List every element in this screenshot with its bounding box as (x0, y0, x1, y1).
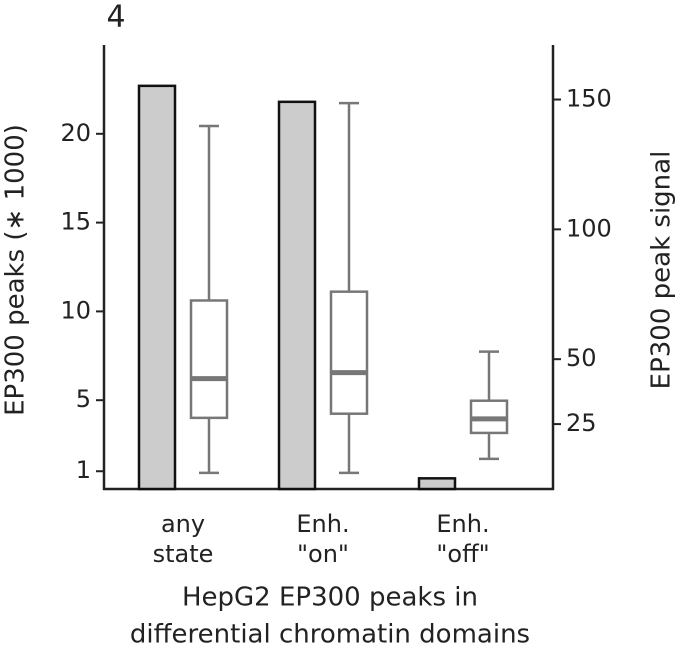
bar (277, 100, 317, 491)
y-tick-label: 20 (60, 119, 91, 147)
y2-axis-label: EP300 peak signal (647, 151, 677, 390)
y-tick-label: 15 (60, 208, 91, 236)
y-tick-label: 5 (76, 385, 91, 413)
x-tick-label: Enh. "off" (436, 510, 489, 568)
bar (417, 477, 457, 491)
x-tick-label: any state (153, 510, 214, 568)
y2-tick-label: 25 (566, 409, 597, 437)
y-tick-label: 1 (76, 456, 91, 484)
y2-tick-label: 150 (566, 85, 612, 113)
y2-tick-label: 100 (566, 214, 612, 242)
y2-tick-label: 50 (566, 344, 597, 372)
x-axis-label: HepG2 EP300 peaks in (182, 583, 478, 613)
y-axis-label: EP300 peaks (∗ 1000) (1, 124, 31, 416)
x-tick-label: Enh. "on" (296, 510, 349, 568)
bar (137, 84, 177, 491)
panel-label: 4 (106, 0, 125, 35)
x-axis-label: differential chromatin domains (130, 620, 530, 648)
y-tick-label: 10 (60, 296, 91, 324)
box (189, 299, 229, 420)
box (329, 290, 369, 415)
